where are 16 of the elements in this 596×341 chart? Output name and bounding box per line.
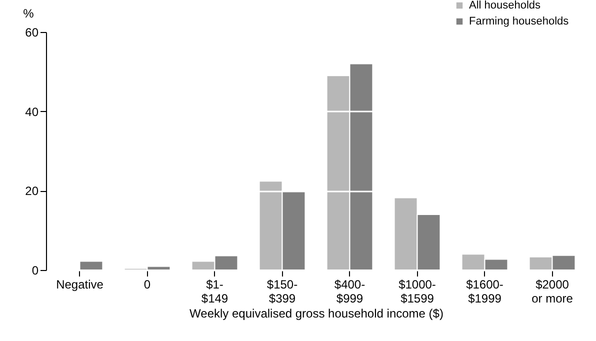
- legend-label: All households: [469, 0, 542, 12]
- x-tick-label: Negative: [56, 278, 104, 292]
- y-tick-label: 60: [25, 26, 39, 40]
- x-tick-label: $1000- $1599: [398, 278, 436, 306]
- y-tick-label: 0: [32, 264, 39, 278]
- x-tick-label: $400- $999: [334, 278, 366, 306]
- x-tick-label: $150- $399: [266, 278, 298, 306]
- x-axis-title: Weekly equivalised gross household income ($): [190, 306, 444, 320]
- legend-label: Farming households: [469, 16, 570, 28]
- x-tick-label: 0: [144, 278, 151, 292]
- y-axis-title: %: [23, 6, 34, 20]
- x-tick-label: $2000 or more: [532, 278, 574, 306]
- y-tick-label: 20: [25, 184, 39, 198]
- x-tick-label: $1- $149: [201, 278, 228, 306]
- x-tick-label: $1600- $1999: [466, 278, 504, 306]
- y-tick-label: 40: [25, 104, 39, 119]
